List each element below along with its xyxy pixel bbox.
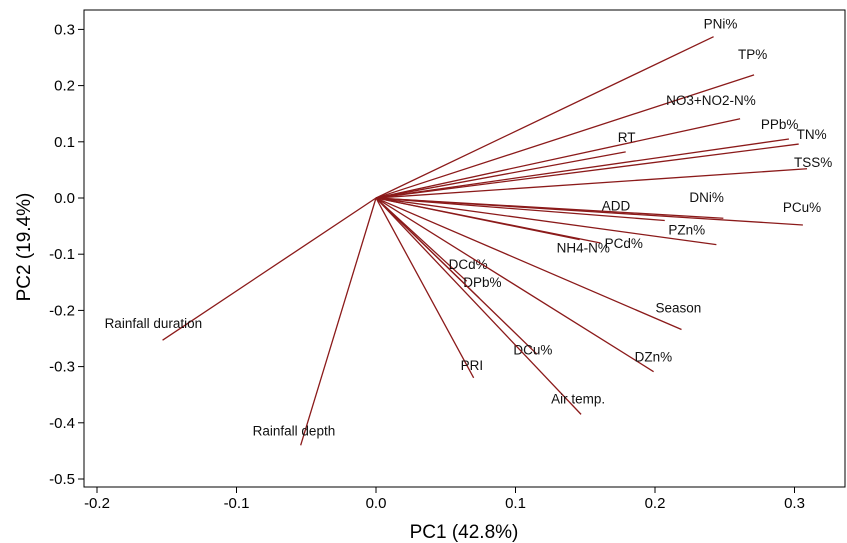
vector-label-dcu: DCu% bbox=[513, 343, 552, 358]
vector-pcu bbox=[375, 197, 803, 226]
vector-label-tss: TSS% bbox=[794, 155, 832, 170]
loading-vectors: PNi%TP% NO3+NO2-N% RT PPb%TN% TSS% ADD DNi% PCu… bbox=[105, 17, 832, 446]
y-tick-label: -0.3 bbox=[49, 359, 75, 376]
vector-label-pri: PRI bbox=[461, 358, 484, 373]
vector-label-rainfall-duration: Rainfall duration bbox=[105, 316, 203, 331]
x-tick-label: -0.2 bbox=[84, 495, 110, 512]
y-tick-label: -0.1 bbox=[49, 246, 75, 263]
y-tick-label: -0.5 bbox=[49, 471, 75, 488]
vector-label-pcu: PCu% bbox=[783, 200, 821, 215]
x-tick-label: 0.3 bbox=[784, 495, 805, 512]
vector-no3-no2-n bbox=[375, 118, 741, 199]
y-tick-label: 0.1 bbox=[54, 134, 75, 151]
vector-nh4-n bbox=[375, 197, 580, 241]
x-tick-label: 0.2 bbox=[645, 495, 666, 512]
vector-label-add: ADD bbox=[602, 198, 631, 213]
vector-pri bbox=[375, 197, 475, 379]
vector-rt bbox=[375, 151, 626, 199]
y-tick-label: -0.4 bbox=[49, 415, 75, 432]
x-axis-title: PC1 (42.8%) bbox=[410, 522, 519, 543]
vector-label-no3-no2-n: NO3+NO2-N% bbox=[666, 93, 756, 108]
vector-label-nh4-n: NH4-N% bbox=[557, 241, 610, 256]
vector-air-temp bbox=[375, 197, 582, 415]
vector-label-pcd: PCd% bbox=[605, 236, 643, 251]
x-axis-ticks: -0.2 -0.1 0.0 0.1 0.2 0.3 bbox=[84, 487, 805, 512]
vector-label-dzn: DZn% bbox=[635, 350, 673, 365]
vector-label-pzn: PZn% bbox=[668, 223, 705, 238]
y-tick-label: -0.2 bbox=[49, 302, 75, 319]
vector-dzn bbox=[375, 197, 654, 373]
vector-label-rainfall-depth: Rainfall depth bbox=[253, 423, 336, 438]
y-axis-ticks: -0.5 -0.4 -0.3 -0.2 -0.1 0.0 0.1 0.2 0.3 bbox=[49, 21, 84, 488]
y-tick-label: 0.3 bbox=[54, 21, 75, 38]
vector-label-dni: DNi% bbox=[689, 190, 724, 205]
vector-tss bbox=[375, 168, 808, 199]
vector-label-tp: TP% bbox=[738, 47, 767, 62]
x-tick-label: -0.1 bbox=[224, 495, 250, 512]
vector-label-season: Season bbox=[656, 301, 702, 316]
vector-add bbox=[375, 197, 665, 222]
vector-tn bbox=[375, 143, 799, 199]
x-tick-label: 0.1 bbox=[505, 495, 526, 512]
y-axis-title: PC2 (19.4%) bbox=[14, 193, 35, 302]
vector-label-dpb: DPb% bbox=[463, 275, 501, 290]
plot-frame bbox=[83, 9, 846, 488]
vector-rainfall-depth bbox=[300, 197, 377, 446]
vector-season bbox=[375, 197, 682, 331]
vector-label-dcd: DCd% bbox=[449, 257, 488, 272]
vector-pzn bbox=[375, 197, 717, 246]
vector-label-tn: TN% bbox=[797, 127, 827, 142]
vector-label-rt: RT bbox=[618, 130, 636, 145]
vector-rainfall-duration bbox=[162, 197, 377, 341]
y-tick-label: 0.0 bbox=[54, 190, 75, 207]
vector-dcu bbox=[375, 197, 537, 355]
vector-pni bbox=[375, 36, 714, 199]
y-tick-label: 0.2 bbox=[54, 78, 75, 95]
vector-label-ppb: PPb% bbox=[761, 117, 799, 132]
x-tick-label: 0.0 bbox=[366, 495, 387, 512]
vector-label-pni: PNi% bbox=[704, 17, 738, 32]
vector-label-air-temp: Air temp. bbox=[551, 391, 605, 406]
vector-ppb bbox=[375, 138, 790, 199]
vector-tp bbox=[375, 74, 755, 199]
